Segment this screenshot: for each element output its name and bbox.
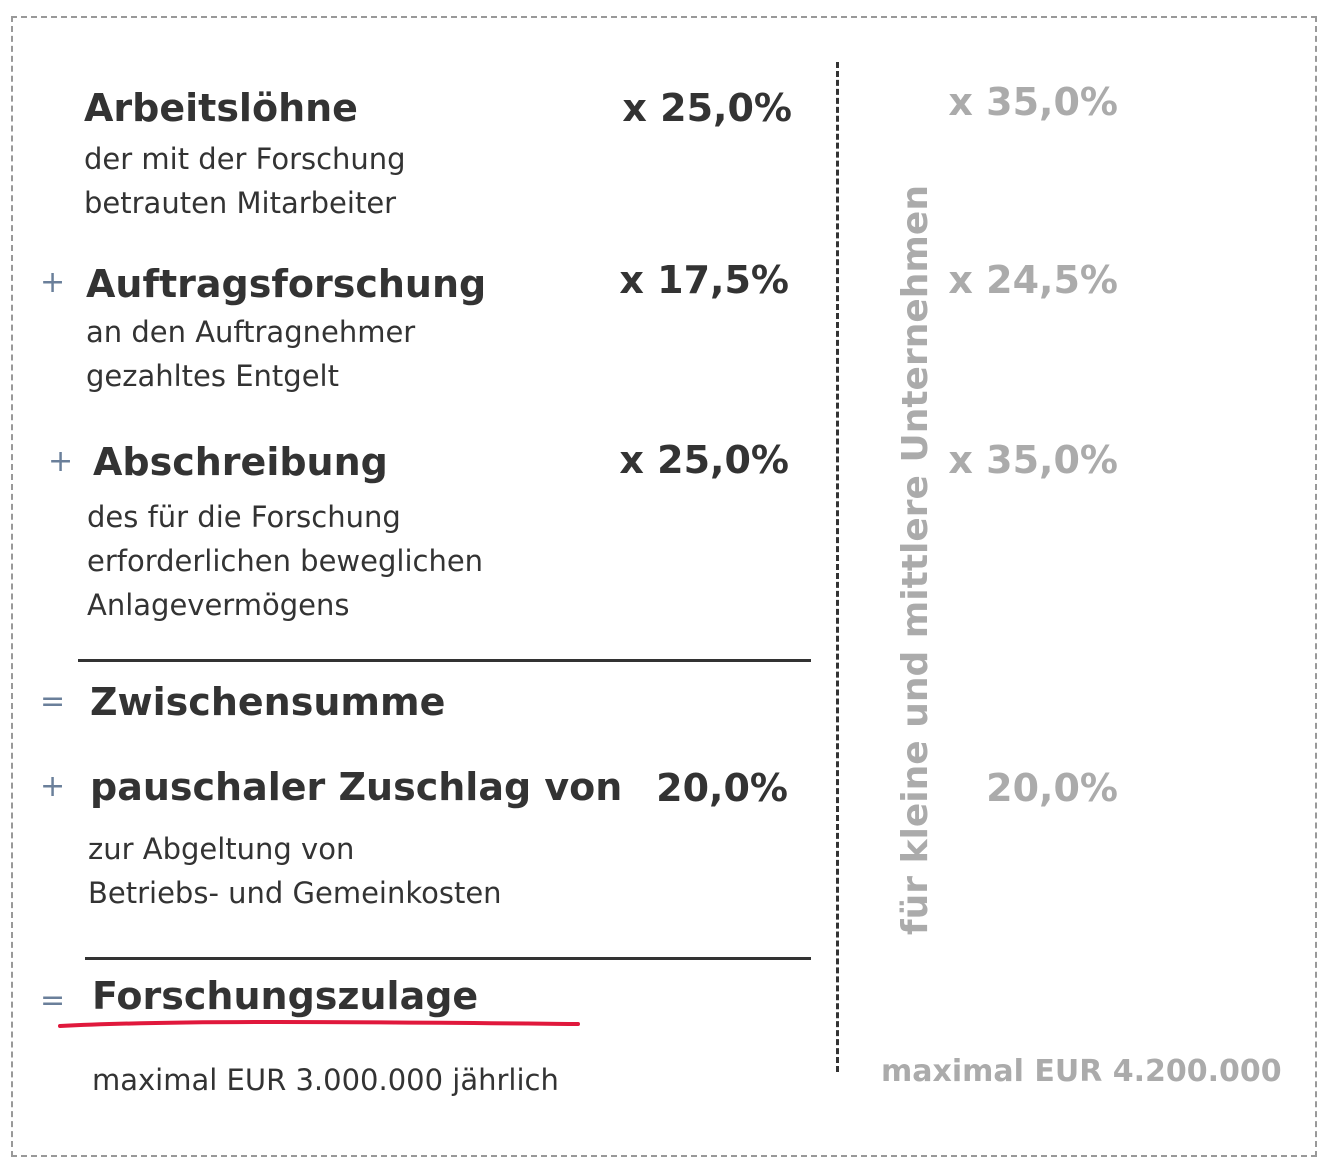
sme-rate: x 24,5% — [948, 258, 1118, 302]
equals-operator: = — [40, 983, 66, 1018]
plus-operator: + — [40, 769, 66, 804]
result-title: Forschungszulage — [92, 974, 479, 1018]
item-desc: der mit der Forschung — [84, 142, 406, 176]
diagram-frame — [11, 16, 1317, 1157]
equals-operator: = — [40, 684, 66, 719]
result-rule — [85, 957, 811, 960]
surcharge-rate: 20,0% — [656, 766, 788, 810]
item-desc: erforderlichen beweglichen — [87, 544, 484, 578]
item-desc: gezahltes Entgelt — [86, 359, 339, 393]
item-rate: x 25,0% — [619, 438, 789, 482]
sme-max: maximal EUR 4.200.000 — [881, 1054, 1282, 1089]
item-rate: x 17,5% — [619, 258, 789, 302]
result-max: maximal EUR 3.000.000 jährlich — [92, 1063, 559, 1097]
subtotal-title: Zwischensumme — [90, 680, 446, 724]
sme-rate: x 35,0% — [948, 80, 1118, 124]
surcharge-desc: Betriebs- und Gemeinkosten — [88, 876, 502, 910]
item-desc: an den Auftragnehmer — [86, 315, 416, 349]
sme-surcharge-rate: 20,0% — [986, 766, 1118, 810]
surcharge-desc: zur Abgeltung von — [88, 832, 355, 866]
red-underline — [58, 1020, 580, 1028]
item-desc: Anlagevermögens — [87, 588, 350, 622]
item-rate: x 25,0% — [622, 86, 792, 130]
dashed-divider — [836, 62, 839, 1072]
plus-operator: + — [40, 265, 66, 300]
item-title: Abschreibung — [93, 440, 388, 484]
sme-rate: x 35,0% — [948, 438, 1118, 482]
item-desc: des für die Forschung — [87, 500, 401, 534]
surcharge-title: pauschaler Zuschlag von — [90, 765, 623, 809]
sme-label: für kleine und mittlere Unternehmen — [895, 185, 936, 935]
item-title: Arbeitslöhne — [84, 86, 358, 130]
item-title: Auftragsforschung — [86, 262, 487, 306]
plus-operator: + — [48, 444, 74, 479]
sum-rule — [78, 659, 811, 662]
item-desc: betrauten Mitarbeiter — [84, 186, 397, 220]
